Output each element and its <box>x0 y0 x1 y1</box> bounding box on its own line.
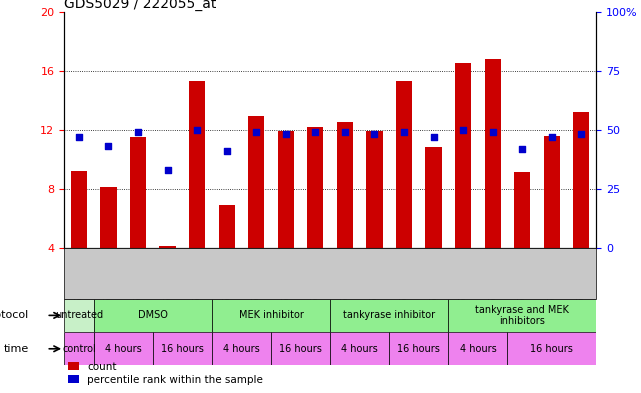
Bar <box>307 127 324 248</box>
Bar <box>366 131 383 248</box>
Legend: count, percentile rank within the sample: count, percentile rank within the sample <box>64 358 267 389</box>
Text: untreated: untreated <box>55 310 103 320</box>
Bar <box>189 81 205 248</box>
Bar <box>448 332 508 365</box>
Text: 4 hours: 4 hours <box>460 344 496 354</box>
Point <box>576 131 587 138</box>
Text: DMSO: DMSO <box>138 310 168 320</box>
Bar <box>396 81 412 248</box>
Bar <box>514 173 530 248</box>
Point <box>310 129 320 135</box>
Text: 16 hours: 16 hours <box>397 344 440 354</box>
Point <box>162 167 172 173</box>
Bar <box>212 332 271 365</box>
Bar <box>219 205 235 248</box>
Text: 4 hours: 4 hours <box>105 344 142 354</box>
Point <box>103 143 113 149</box>
Point <box>458 127 468 133</box>
Bar <box>94 299 212 332</box>
Bar <box>100 187 117 248</box>
Point <box>369 131 379 138</box>
Point <box>399 129 409 135</box>
Bar <box>485 59 501 248</box>
Point <box>74 134 84 140</box>
Bar <box>94 332 153 365</box>
Text: 16 hours: 16 hours <box>161 344 204 354</box>
Text: MEK inhibitor: MEK inhibitor <box>238 310 303 320</box>
Point <box>340 129 350 135</box>
Bar <box>455 63 471 248</box>
Bar <box>330 299 448 332</box>
Bar <box>389 332 448 365</box>
Point <box>428 134 438 140</box>
Bar <box>573 112 590 248</box>
Bar <box>153 332 212 365</box>
Point <box>281 131 291 138</box>
Bar <box>278 131 294 248</box>
Bar <box>508 332 596 365</box>
Bar <box>448 299 596 332</box>
Text: 16 hours: 16 hours <box>530 344 573 354</box>
Bar <box>212 299 330 332</box>
Bar <box>64 332 94 365</box>
Text: control: control <box>62 344 96 354</box>
Bar <box>426 147 442 248</box>
Text: tankyrase inhibitor: tankyrase inhibitor <box>343 310 435 320</box>
Text: time: time <box>3 344 29 354</box>
Point <box>192 127 203 133</box>
Bar <box>337 122 353 248</box>
Text: GDS5029 / 222055_at: GDS5029 / 222055_at <box>64 0 217 11</box>
Point <box>547 134 557 140</box>
Text: protocol: protocol <box>0 310 29 320</box>
Bar <box>248 116 264 248</box>
Text: 4 hours: 4 hours <box>341 344 378 354</box>
Point <box>251 129 262 135</box>
Text: tankyrase and MEK
inhibitors: tankyrase and MEK inhibitors <box>475 305 569 326</box>
Point <box>517 145 528 152</box>
Bar <box>130 137 146 248</box>
Bar <box>544 136 560 248</box>
Point <box>222 148 232 154</box>
Point <box>133 129 143 135</box>
Bar <box>160 246 176 248</box>
Bar <box>330 332 389 365</box>
Bar <box>71 171 87 248</box>
Bar <box>271 332 330 365</box>
Text: 16 hours: 16 hours <box>279 344 322 354</box>
Point <box>488 129 498 135</box>
Bar <box>64 299 94 332</box>
Text: 4 hours: 4 hours <box>223 344 260 354</box>
